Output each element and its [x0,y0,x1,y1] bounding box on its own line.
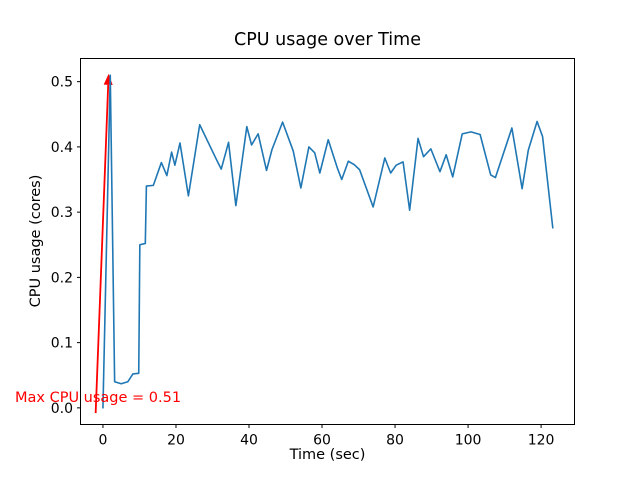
annotation-arrow-head [103,73,113,85]
y-tick-label: 0.2 [51,270,73,286]
axes-frame [80,58,575,425]
y-axis-label: CPU usage (cores) [28,174,44,308]
cpu-usage-line [102,74,554,409]
y-tick-label: 0.4 [51,140,73,156]
x-tick-label: 0 [98,433,107,449]
x-tick-label: 100 [455,433,482,449]
x-tick-label: 60 [313,433,331,449]
y-tick-label: 0.1 [51,336,73,352]
x-tick-label: 80 [386,433,404,449]
x-tick-label: 120 [528,433,555,449]
y-tick-label: 0.3 [51,205,73,221]
x-tick-label: 40 [240,433,258,449]
annotation-arrow-line [94,84,110,414]
max-cpu-annotation: Max CPU usage = 0.51 [15,390,182,406]
y-tick-label: 0.0 [51,401,73,417]
x-tick-label: 20 [167,433,185,449]
chart-title: CPU usage over Time [234,30,421,50]
x-axis-label: Time (sec) [289,447,366,463]
y-tick-label: 0.5 [51,75,73,91]
